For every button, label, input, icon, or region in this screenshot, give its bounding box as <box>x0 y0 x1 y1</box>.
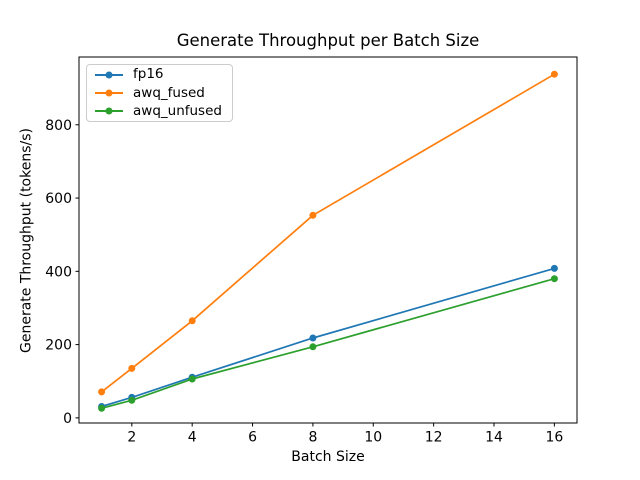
data-point-awq_fused <box>550 70 558 78</box>
plot-frame <box>78 56 578 424</box>
series-line-fp16 <box>101 267 555 408</box>
data-point-fp16 <box>309 334 317 342</box>
series-layer <box>98 70 558 412</box>
data-point-awq_unfused <box>309 343 317 351</box>
x-tick-label: 14 <box>485 430 503 446</box>
y-tick-label: 0 <box>63 411 72 427</box>
y-tick-label: 600 <box>45 191 72 207</box>
data-point-awq_fused <box>98 388 106 396</box>
axes-layer: 2 4 6 8 10 12 14 16 0 200 400 600 800 <box>45 56 578 446</box>
legend-label: fp16 <box>133 66 164 83</box>
x-tick-label: 2 <box>127 430 136 446</box>
legend-item-fp16: fp16 <box>94 66 225 83</box>
legend-item-awq-unfused: awq_unfused <box>94 103 225 120</box>
data-point-awq_unfused <box>550 275 558 283</box>
data-point-awq_fused <box>188 317 196 325</box>
data-point-awq_unfused <box>128 396 136 404</box>
legend: fp16 awq_fused awq_unfused <box>86 64 233 122</box>
legend-line-marker-icon <box>95 89 123 97</box>
legend-label: awq_unfused <box>133 102 222 119</box>
x-tick-label: 10 <box>364 430 382 446</box>
x-tick-label: 8 <box>308 430 317 446</box>
data-point-awq_fused <box>128 364 136 372</box>
y-tick-label: 400 <box>45 264 72 280</box>
y-tick-label: 200 <box>45 338 72 354</box>
x-tick-label: 6 <box>248 430 257 446</box>
legend-line-marker-icon <box>95 107 123 115</box>
x-tick-label: 12 <box>425 430 443 446</box>
legend-line-marker-icon <box>95 71 123 79</box>
data-point-fp16 <box>550 264 558 272</box>
data-point-awq_fused <box>309 211 317 219</box>
y-tick-label: 800 <box>45 118 72 134</box>
legend-label: awq_fused <box>133 84 205 101</box>
x-tick-label: 16 <box>545 430 563 446</box>
chart-title: Generate Throughput per Batch Size <box>176 31 480 50</box>
data-point-awq_unfused <box>98 404 106 412</box>
data-point-awq_unfused <box>188 375 196 383</box>
series-line-awq_unfused <box>101 277 555 410</box>
x-tick-label: 4 <box>188 430 197 446</box>
legend-item-awq-fused: awq_fused <box>94 85 225 102</box>
x-axis-label: Batch Size <box>291 449 365 465</box>
